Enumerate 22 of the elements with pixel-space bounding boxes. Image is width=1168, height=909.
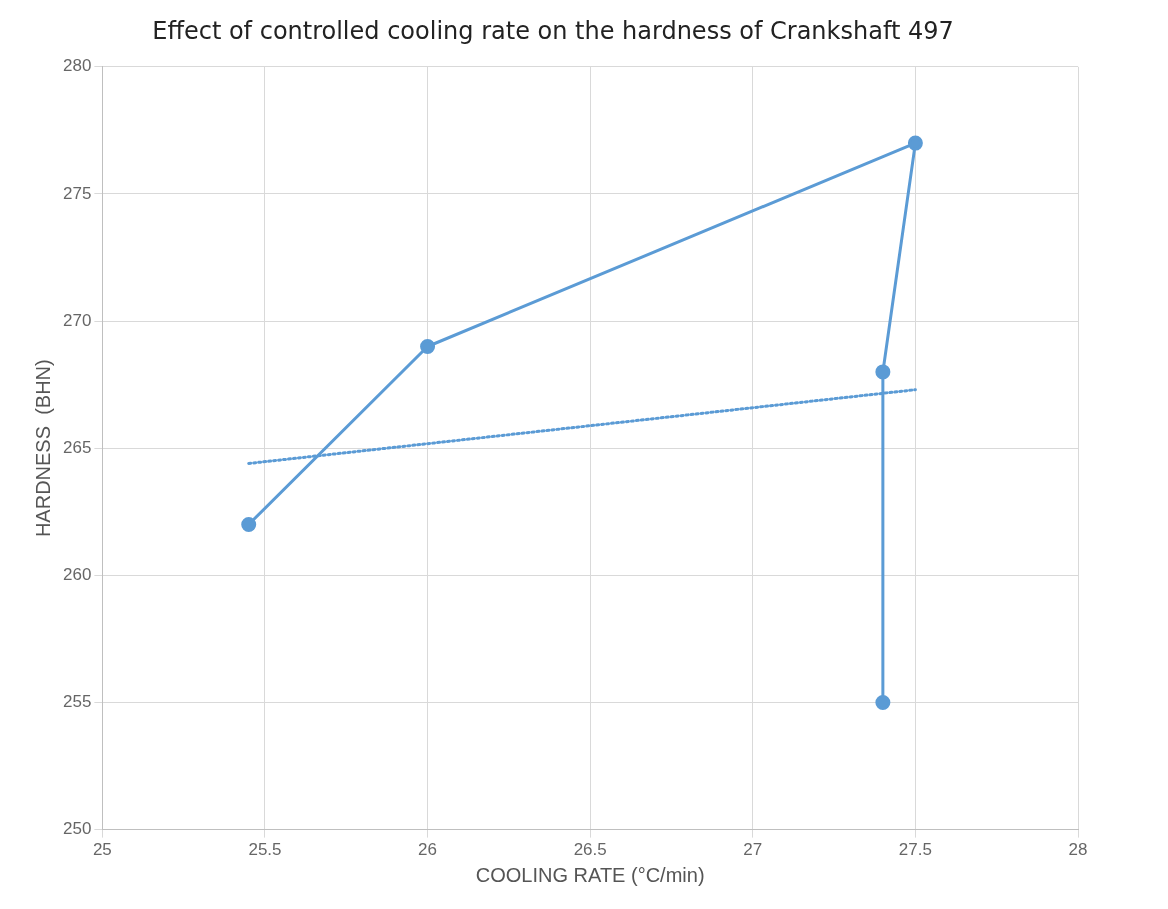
point [875, 694, 891, 710]
point [241, 516, 257, 532]
chart-title: Effect of controlled cooling rate on the hardness of Crankshaft 497 [152, 16, 954, 45]
x-axis-title: COOLING RATE (°C/min) [475, 863, 705, 886]
y-tick-label: 280 [62, 56, 92, 76]
y-tick-label: 265 [62, 437, 92, 457]
y-axis-title: HARDNESS (BHN) [31, 359, 54, 538]
y-tick-label: 270 [62, 310, 92, 330]
x-tick-label: 27 [743, 840, 763, 860]
x-tick-label: 27.5 [898, 840, 932, 860]
point [420, 338, 436, 354]
point [875, 364, 891, 380]
y-tick-label: 255 [62, 692, 92, 712]
point [907, 135, 923, 151]
y-tick-label: 250 [62, 819, 92, 839]
y-tick-label: 260 [62, 565, 92, 585]
x-tick-label: 26.5 [573, 840, 607, 860]
y-tick-label: 275 [62, 183, 92, 203]
x-tick-label: 25.5 [248, 840, 282, 860]
x-tick-label: 25 [92, 840, 112, 860]
x-tick-label: 26 [418, 840, 438, 860]
x-tick-label: 28 [1068, 840, 1088, 860]
